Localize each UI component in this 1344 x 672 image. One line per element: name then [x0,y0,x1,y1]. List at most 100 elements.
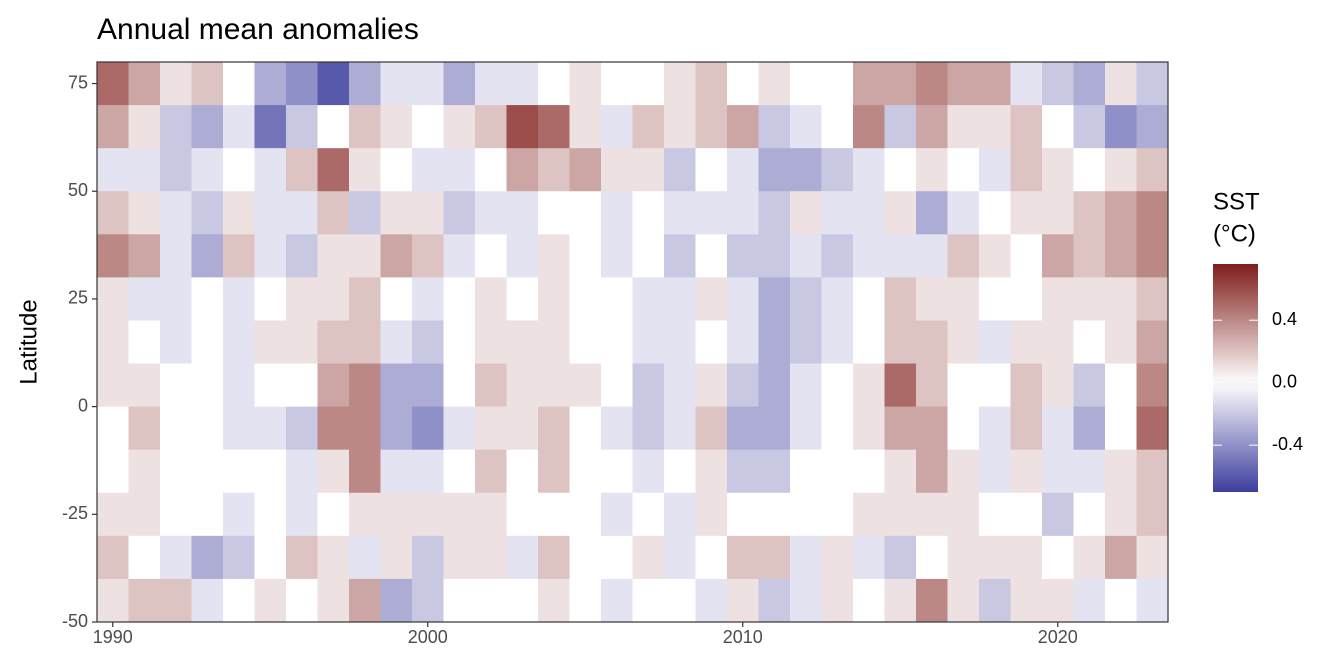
cell [1136,492,1168,537]
cell [1073,62,1106,106]
cell [758,148,791,192]
cell [632,406,665,451]
cell [223,277,255,321]
cell [601,191,633,235]
cell [884,62,917,106]
cell [601,406,633,451]
cell [1136,277,1168,321]
cell [790,492,822,537]
cell [821,191,854,235]
cell [443,62,476,106]
cell [223,234,255,278]
cell [380,320,413,365]
cell [380,363,413,408]
cell [601,449,633,494]
cell [853,62,885,106]
cell [317,62,350,106]
cell [947,492,980,537]
cell [1105,578,1137,622]
cell [286,320,318,365]
cell [191,62,224,106]
cell [821,105,854,149]
cell [1105,105,1137,149]
cell [223,191,255,235]
cell [916,406,948,451]
cell [538,578,570,622]
colorbar-tick-label: -0.4 [1272,434,1303,454]
cell [1010,363,1043,408]
cell [97,535,129,580]
cell [538,105,570,149]
cell [947,62,980,106]
cell [1105,148,1137,192]
cell [1042,449,1074,494]
cell [569,148,602,192]
cell [412,535,444,580]
cell [979,406,1011,451]
cell [884,406,917,451]
cell [254,277,287,321]
cell [191,449,224,494]
cell [947,406,980,451]
cell [349,492,381,537]
cell [380,191,413,235]
cell [254,492,287,537]
cell [160,578,192,622]
cell [601,535,633,580]
cell [380,535,413,580]
cell [569,492,602,537]
cell [947,535,980,580]
cell [1105,492,1137,537]
cell [727,148,759,192]
cell [1042,406,1074,451]
cell [128,277,161,321]
cell [317,148,350,192]
cell [758,406,791,451]
cell [380,492,413,537]
cell [884,234,917,278]
cell [317,320,350,365]
cell [916,277,948,321]
cell [349,148,381,192]
colorbar [1213,264,1258,492]
cell [254,535,287,580]
cell [601,105,633,149]
cell [1042,320,1074,365]
cell [664,578,696,622]
y-tick-label: 25 [68,288,88,308]
cell [412,234,444,278]
cell [506,406,539,451]
cell [632,492,665,537]
cell [664,449,696,494]
cell [821,449,854,494]
cell [695,234,728,278]
cell [475,492,507,537]
cell [538,277,570,321]
cell [254,320,287,365]
cell [1010,277,1043,321]
cell [695,277,728,321]
cell [790,363,822,408]
cell [884,492,917,537]
cell [506,535,539,580]
cell [601,148,633,192]
cell [380,277,413,321]
cell [538,535,570,580]
cell [790,148,822,192]
cell [191,578,224,622]
cell [412,449,444,494]
cell [853,191,885,235]
cell [128,535,161,580]
cell [286,148,318,192]
cell [947,277,980,321]
cell [443,191,476,235]
cell [160,492,192,537]
cell [412,62,444,106]
cell [1105,62,1137,106]
cell [1105,234,1137,278]
cell [191,535,224,580]
cell [191,148,224,192]
cell [506,62,539,106]
cells [97,62,1168,622]
x-tick-label: 2010 [723,627,763,647]
